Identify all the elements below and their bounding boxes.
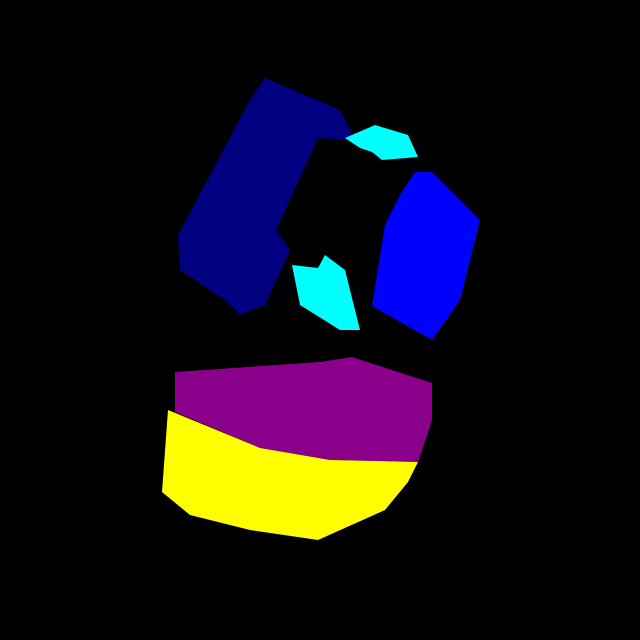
cyan-region-upper [345,125,418,160]
navy-region [178,78,355,315]
cyan-region-lower [292,255,360,330]
purple-region [175,357,432,462]
blue-region [372,172,480,340]
yellow-region [162,410,418,540]
